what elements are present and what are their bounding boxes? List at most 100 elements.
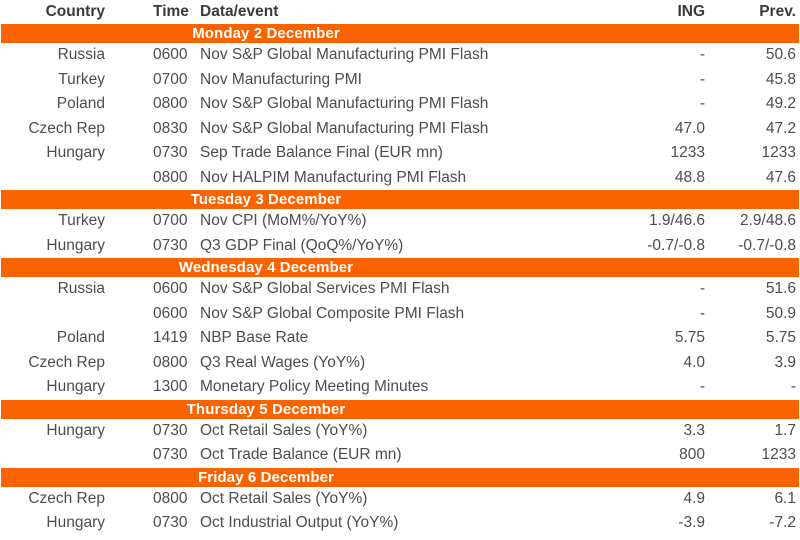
cell-prev: 49.2	[765, 95, 796, 113]
cell-ing: 47.0	[674, 119, 705, 137]
cell-time: 1300	[153, 378, 188, 396]
column-header-data-event: Data/event	[200, 3, 279, 20]
cell-event: Nov S&P Global Manufacturing PMI Flash	[200, 95, 489, 113]
cell-country: Hungary	[46, 378, 105, 396]
calendar-table-body: Monday 2 December Russia 0600 Nov S&P Gl…	[0, 24, 800, 536]
table-row: Hungary 0730 Oct Retail Sales (YoY%) 3.3…	[0, 419, 800, 444]
cell-ing: -3.9	[678, 514, 705, 532]
day-header-label: Tuesday 3 December	[190, 191, 342, 208]
table-row: Czech Rep 0830 Nov S&P Global Manufactur…	[0, 117, 800, 142]
cell-prev: 6.1	[774, 489, 796, 507]
day-header-bar: Thursday 5 December	[1, 399, 799, 419]
cell-time: 0730	[153, 421, 188, 439]
cell-ing: -	[699, 46, 705, 64]
cell-country: Czech Rep	[28, 353, 105, 371]
cell-event: Nov S&P Global Services PMI Flash	[200, 280, 450, 298]
day-header-label: Friday 6 December	[198, 468, 334, 486]
table-row: Czech Rep 0800 Oct Retail Sales (YoY%) 4…	[0, 487, 800, 512]
table-row: Poland 0800 Nov S&P Global Manufacturing…	[0, 92, 800, 117]
cell-time: 1419	[153, 329, 188, 347]
table-row: 0600 Nov S&P Global Composite PMI Flash …	[0, 302, 800, 327]
cell-prev: 50.6	[765, 46, 796, 64]
table-header-row: Country Time Data/event ING Prev.	[0, 0, 800, 24]
cell-time: 0730	[153, 144, 188, 162]
table-row: Hungary 0730 Oct Industrial Output (YoY%…	[0, 511, 800, 536]
cell-prev: -0.7/-0.8	[738, 236, 796, 254]
day-header-label: Wednesday 4 December	[178, 259, 354, 276]
cell-ing: -	[699, 70, 705, 88]
cell-country: Czech Rep	[28, 489, 105, 507]
cell-prev: 1.7	[774, 421, 796, 439]
day-header-label: Thursday 5 December	[186, 400, 346, 418]
cell-event: Q3 Real Wages (YoY%)	[200, 353, 366, 371]
day-header-label: Monday 2 December	[192, 25, 340, 42]
cell-prev: 45.8	[765, 70, 796, 88]
cell-ing: 4.9	[683, 489, 705, 507]
cell-time: 0600	[153, 280, 188, 298]
cell-event: Oct Retail Sales (YoY%)	[200, 421, 368, 439]
cell-country: Czech Rep	[28, 119, 105, 137]
cell-ing: -	[699, 280, 705, 298]
cell-ing: 3.3	[683, 421, 705, 439]
cell-time: 0830	[153, 119, 188, 137]
table-row: 0800 Nov HALPIM Manufacturing PMI Flash …	[0, 166, 800, 191]
cell-event: Nov S&P Global Manufacturing PMI Flash	[200, 119, 489, 137]
cell-event: Oct Industrial Output (YoY%)	[200, 514, 399, 532]
day-header-bar: Monday 2 December	[1, 24, 799, 43]
day-header-bar: Friday 6 December	[1, 467, 799, 487]
column-header-country: Country	[45, 3, 105, 20]
cell-time: 0730	[153, 514, 188, 532]
cell-country: Turkey	[58, 212, 105, 230]
column-header-ing: ING	[677, 3, 705, 20]
cell-ing: 800	[679, 446, 705, 464]
cell-time: 0800	[153, 168, 188, 186]
cell-ing: 48.8	[674, 168, 705, 186]
cell-time: 0700	[153, 70, 188, 88]
table-row: Hungary 0730 Sep Trade Balance Final (EU…	[0, 141, 800, 166]
cell-country: Russia	[57, 280, 105, 298]
cell-event: Oct Retail Sales (YoY%)	[200, 489, 368, 507]
table-row: Russia 0600 Nov S&P Global Services PMI …	[0, 277, 800, 302]
column-header-prev: Prev.	[759, 3, 796, 20]
cell-prev: -	[790, 378, 796, 396]
cell-event: Nov CPI (MoM%/YoY%)	[200, 212, 367, 230]
cell-time: 0800	[153, 95, 188, 113]
cell-country: Russia	[57, 46, 105, 64]
cell-time: 0800	[153, 353, 188, 371]
table-row: Hungary 1300 Monetary Policy Meeting Min…	[0, 375, 800, 400]
table-row: 0730 Oct Trade Balance (EUR mn) 800 1233	[0, 443, 800, 468]
cell-time: 0700	[153, 212, 188, 230]
cell-ing: 5.75	[674, 329, 705, 347]
cell-time: 0600	[153, 46, 188, 64]
cell-ing: 1233	[670, 144, 705, 162]
cell-event: Nov S&P Global Composite PMI Flash	[200, 304, 465, 322]
cell-event: Sep Trade Balance Final (EUR mn)	[200, 144, 443, 162]
table-row: Poland 1419 NBP Base Rate 5.75 5.75	[0, 326, 800, 351]
cell-country: Hungary	[46, 236, 105, 254]
cell-country: Poland	[56, 95, 105, 113]
cell-prev: 47.2	[765, 119, 796, 137]
cell-prev: 1233	[761, 144, 796, 162]
cell-event: Monetary Policy Meeting Minutes	[200, 378, 429, 396]
cell-prev: 5.75	[765, 329, 796, 347]
cell-event: Oct Trade Balance (EUR mn)	[200, 446, 402, 464]
cell-country: Hungary	[46, 144, 105, 162]
cell-time: 0600	[153, 304, 188, 322]
cell-ing: -	[699, 95, 705, 113]
cell-ing: -	[699, 304, 705, 322]
cell-prev: 3.9	[774, 353, 796, 371]
cell-time: 0730	[153, 446, 188, 464]
cell-country: Poland	[56, 329, 105, 347]
day-header-bar: Tuesday 3 December	[1, 190, 799, 209]
table-row: Russia 0600 Nov S&P Global Manufacturing…	[0, 43, 800, 68]
cell-prev: -7.2	[769, 514, 796, 532]
day-header-bar: Wednesday 4 December	[1, 258, 799, 277]
cell-ing: -0.7/-0.8	[647, 236, 705, 254]
cell-time: 0800	[153, 489, 188, 507]
table-row: Hungary 0730 Q3 GDP Final (QoQ%/YoY%) -0…	[0, 234, 800, 259]
cell-ing: 4.0	[683, 353, 705, 371]
cell-event: NBP Base Rate	[200, 329, 309, 347]
cell-prev: 47.6	[765, 168, 796, 186]
cell-prev: 2.9/48.6	[739, 212, 796, 230]
